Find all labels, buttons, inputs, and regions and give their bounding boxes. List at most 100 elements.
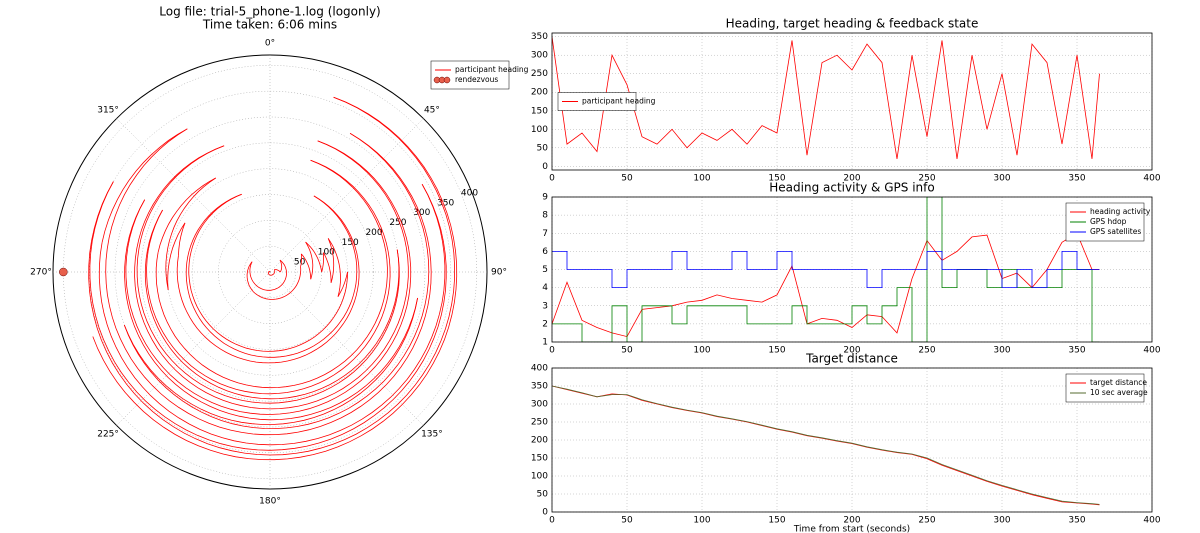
y-tick-label: 50	[537, 490, 549, 500]
x-tick-label: 350	[1068, 346, 1085, 356]
heading-trace	[89, 181, 447, 451]
x-tick-label: 200	[843, 174, 860, 184]
x-tick-label: 100	[693, 346, 710, 356]
heading-trace	[124, 199, 418, 421]
theta-tick-label: 180°	[259, 497, 281, 507]
heading-trace	[155, 159, 388, 389]
y-tick-label: 300	[531, 51, 548, 61]
chart-title: Heading activity & GPS info	[769, 181, 934, 195]
series-line	[552, 197, 1100, 342]
x-tick-label: 100	[693, 516, 710, 526]
theta-grid-line	[116, 271, 271, 426]
rendezvous-marker	[59, 267, 68, 277]
heading-trace	[176, 195, 360, 364]
x-tick-label: 350	[1068, 516, 1085, 526]
x-tick-label: 150	[768, 346, 785, 356]
y-tick-label: 400	[531, 364, 548, 374]
theta-grid-line	[269, 271, 424, 426]
y-tick-label: 7	[542, 229, 548, 239]
heading-trace	[305, 241, 323, 273]
legend-box	[1065, 373, 1145, 403]
chart-subtitle: Time taken: 6:06 mins	[202, 18, 337, 32]
plot-frame	[551, 367, 1153, 513]
heading-trace	[327, 238, 335, 283]
y-tick-label: 2	[542, 319, 548, 329]
x-tick-label: 300	[993, 174, 1010, 184]
y-tick-label: 0	[542, 508, 548, 518]
series-line	[552, 251, 1100, 288]
x-tick-label: 50	[621, 346, 633, 356]
heading-trace	[253, 266, 302, 300]
y-tick-label: 50	[537, 143, 549, 153]
y-tick-label: 250	[531, 69, 548, 79]
theta-grid-line	[269, 118, 424, 273]
y-tick-label: 8	[542, 211, 548, 221]
series-line	[552, 36, 1100, 159]
r-grid-line	[114, 116, 426, 428]
y-tick-label: 4	[542, 283, 548, 293]
plot-frame	[551, 196, 1153, 343]
heading-trace	[185, 193, 358, 358]
y-tick-label: 150	[531, 454, 548, 464]
r-tick-label: 400	[461, 188, 478, 198]
y-tick-label: 350	[531, 32, 548, 42]
y-tick-label: 3	[542, 301, 548, 311]
theta-tick-label: 315°	[97, 106, 119, 116]
theta-grid-line	[116, 118, 271, 273]
x-tick-label: 250	[918, 346, 935, 356]
chart-title: Heading, target heading & feedback state	[726, 17, 979, 31]
y-tick-label: 100	[531, 125, 548, 135]
r-tick-label: 50	[294, 258, 306, 268]
r-grid-line	[63, 65, 477, 479]
chart-title: Log file: trial-5_phone-1.log (logonly)	[159, 5, 380, 19]
heading-trace	[105, 128, 432, 436]
heading-trace	[321, 252, 324, 273]
y-tick-label: 1	[542, 338, 548, 348]
y-tick-label: 200	[531, 436, 548, 446]
x-tick-label: 100	[693, 174, 710, 184]
series-line	[552, 385, 1100, 505]
series-line	[552, 232, 1100, 338]
heading-trace	[136, 145, 400, 404]
y-tick-label: 250	[531, 418, 548, 428]
legend-label: 10 sec average	[1090, 388, 1148, 397]
heading-trace	[167, 222, 186, 290]
x-tick-label: 50	[621, 174, 633, 184]
heading-trace	[157, 177, 216, 253]
x-tick-label: 0	[549, 516, 555, 526]
r-tick-label: 250	[389, 218, 406, 228]
x-tick-label: 200	[843, 516, 860, 526]
r-grid-line	[243, 245, 297, 299]
heading-trace	[178, 222, 186, 256]
x-tick-label: 150	[768, 516, 785, 526]
x-tick-label: 400	[1143, 346, 1160, 356]
legend-label: GPS satellites	[1090, 227, 1141, 236]
x-tick-label: 300	[993, 346, 1010, 356]
heading-trace	[267, 269, 276, 276]
heading-trace	[165, 177, 216, 290]
legend-label: participant heading	[455, 65, 529, 74]
y-tick-label: 5	[542, 265, 548, 275]
heading-trace	[188, 193, 348, 352]
theta-tick-label: 270°	[30, 268, 52, 278]
heading-trace	[88, 96, 455, 456]
heading-trace	[274, 269, 281, 273]
legend-box	[557, 92, 637, 111]
heading-trace	[337, 271, 348, 297]
x-axis-label: Time from start (seconds)	[793, 525, 910, 533]
heading-trace	[327, 238, 341, 297]
y-tick-label: 0	[542, 162, 548, 172]
plot-frame	[551, 32, 1153, 171]
heading-trace	[101, 128, 188, 243]
heading-trace	[134, 140, 409, 410]
heading-trace	[146, 159, 391, 395]
heading-trace	[305, 241, 314, 280]
theta-tick-label: 225°	[97, 429, 119, 439]
heading-trace	[249, 259, 287, 291]
y-tick-label: 100	[531, 472, 548, 482]
heading-trace	[300, 253, 312, 280]
r-grid-line	[166, 168, 374, 376]
r-tick-label: 300	[413, 208, 430, 218]
theta-tick-label: 0°	[265, 39, 275, 49]
